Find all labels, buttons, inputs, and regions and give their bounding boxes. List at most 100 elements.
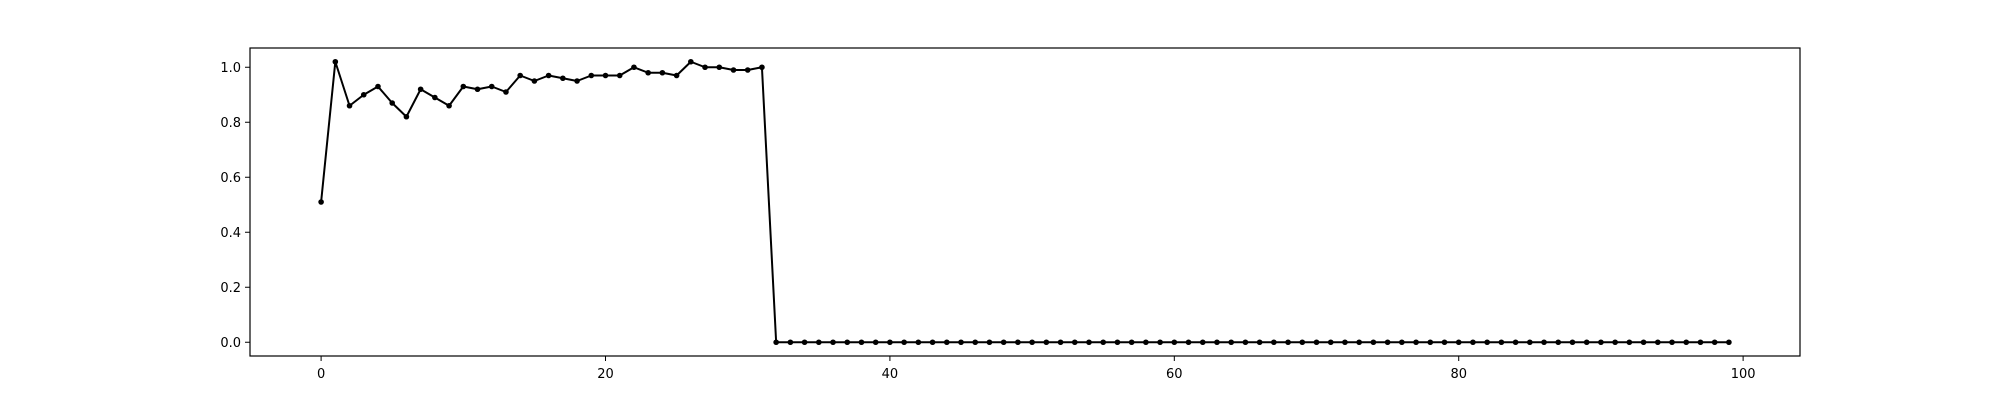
y-tick-label: 0.4 — [220, 226, 241, 241]
data-point — [887, 339, 893, 346]
data-point — [1185, 339, 1192, 346]
data-point — [1583, 339, 1590, 346]
data-point — [986, 339, 993, 346]
data-point — [1399, 339, 1405, 346]
data-point — [929, 339, 936, 346]
data-point — [1569, 339, 1576, 346]
data-point — [1214, 339, 1220, 346]
data-point — [872, 339, 879, 346]
data-point — [1313, 339, 1320, 346]
data-point — [1726, 339, 1732, 346]
data-point — [389, 100, 396, 106]
data-point — [659, 69, 666, 76]
data-point — [744, 67, 751, 73]
data-point — [531, 78, 538, 84]
data-point — [602, 72, 609, 79]
data-point — [631, 64, 637, 71]
data-point — [1057, 339, 1064, 346]
x-axis: 0 20 40 60 80 100 — [317, 356, 1756, 382]
data-point — [1327, 339, 1334, 346]
data-point — [844, 339, 851, 346]
data-point — [1527, 339, 1533, 346]
data-point — [830, 339, 836, 346]
data-point — [375, 83, 381, 90]
data-point — [1441, 339, 1448, 346]
data-point — [1157, 339, 1163, 346]
data-point — [1256, 339, 1263, 346]
data-point — [1356, 339, 1362, 346]
data-point — [1015, 339, 1021, 346]
data-point — [1697, 339, 1704, 346]
data-point — [1128, 339, 1135, 346]
data-point — [1654, 339, 1661, 346]
data-point — [1413, 339, 1419, 346]
data-point — [958, 339, 964, 346]
data-point — [1541, 339, 1547, 346]
y-tick-label: 0.2 — [220, 281, 241, 296]
data-point — [517, 72, 523, 79]
data-point — [1199, 339, 1206, 346]
y-tick-label: 0.6 — [220, 171, 241, 186]
data-point — [1271, 339, 1277, 346]
x-tick-label: 60 — [1166, 367, 1183, 382]
x-tick-label: 80 — [1450, 367, 1467, 382]
data-point — [1071, 339, 1078, 346]
series-line — [320, 60, 1729, 344]
data-point — [801, 339, 808, 346]
data-point — [1228, 339, 1234, 346]
data-point — [488, 83, 495, 90]
data-point — [787, 339, 794, 346]
data-point — [417, 86, 424, 93]
data-point — [943, 339, 950, 346]
data-point — [318, 199, 324, 205]
data-point — [460, 83, 467, 90]
data-point — [1484, 339, 1490, 346]
data-point — [1370, 339, 1377, 346]
data-point — [773, 339, 779, 346]
y-tick-label: 1.0 — [220, 61, 241, 76]
data-point — [1626, 339, 1633, 346]
data-point — [1598, 339, 1604, 346]
data-point — [560, 75, 566, 82]
x-tick-label: 40 — [882, 367, 899, 382]
data-point — [545, 72, 552, 79]
data-point — [1384, 339, 1391, 346]
data-point — [1470, 339, 1476, 346]
data-point — [1342, 339, 1348, 346]
data-point — [1086, 339, 1092, 346]
data-point — [403, 113, 410, 120]
data-point — [645, 69, 651, 76]
x-tick-label: 100 — [1731, 367, 1756, 382]
data-point — [915, 339, 922, 346]
data-point — [1100, 339, 1107, 346]
data-point — [1711, 339, 1718, 346]
data-point — [1512, 339, 1519, 346]
data-point — [688, 58, 694, 65]
data-point — [1242, 339, 1249, 346]
data-point — [1285, 339, 1291, 346]
data-point — [446, 102, 452, 109]
data-point — [1669, 339, 1675, 346]
data-point — [1455, 339, 1462, 346]
data-point — [1029, 339, 1035, 346]
data-point — [1427, 339, 1434, 346]
data-point — [1114, 339, 1121, 346]
y-axis: 0.0 0.2 0.4 0.6 0.8 1.0 — [220, 61, 250, 351]
data-point — [858, 339, 865, 346]
data-point — [1143, 339, 1149, 346]
data-point — [1683, 339, 1690, 346]
data-point — [1640, 339, 1647, 346]
plot-area-frame — [249, 47, 1801, 357]
data-point — [716, 64, 723, 71]
data-point — [901, 339, 907, 346]
data-point — [1000, 339, 1007, 346]
data-point — [474, 86, 481, 93]
data-point — [1043, 339, 1050, 346]
data-point — [503, 89, 509, 95]
data-point — [972, 339, 979, 346]
data-point — [1299, 339, 1306, 346]
data-point — [673, 72, 680, 79]
data-point — [588, 72, 595, 79]
